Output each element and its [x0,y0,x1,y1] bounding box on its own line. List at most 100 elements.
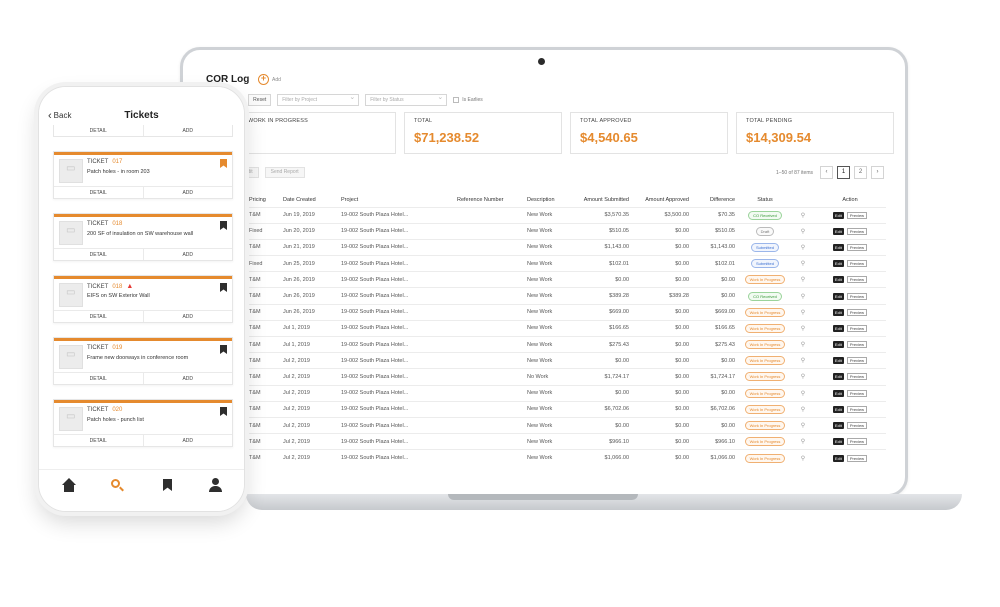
add-button[interactable]: ADD [142,311,233,322]
table-row[interactable]: T&M Jul 2, 2019 19-002 South Plaza Hotel..… [246,449,886,466]
row-preview-button[interactable]: Preview [846,373,868,381]
add-button[interactable]: ADD [142,249,233,260]
table-row[interactable]: T&M Jul 2, 2019 19-002 South Plaza Hotel..… [246,352,886,369]
bookmark-icon[interactable] [220,159,227,168]
row-edit-button[interactable]: Edit [832,438,844,446]
page-1-button[interactable]: 1 [837,166,850,179]
magnifier-icon[interactable]: ⚲ [800,277,806,284]
table-row[interactable]: T&M Jun 26, 2019 19-002 South Plaza Hotel.… [246,271,886,288]
magnifier-icon[interactable]: ⚲ [800,212,806,219]
magnifier-icon[interactable]: ⚲ [800,293,806,300]
user-icon[interactable] [208,478,224,494]
magnifier-icon[interactable]: ⚲ [800,342,806,349]
magnifier-icon[interactable]: ⚲ [800,244,806,251]
bookmark-icon[interactable] [220,283,227,292]
magnifier-icon[interactable]: ⚲ [800,455,806,462]
magnifier-icon[interactable]: ⚲ [800,325,806,332]
row-edit-button[interactable]: Edit [832,373,844,381]
row-preview-button[interactable]: Preview [846,454,868,462]
row-preview-button[interactable]: Preview [846,438,868,446]
magnifier-icon[interactable]: ⚲ [800,358,806,365]
row-edit-button[interactable]: Edit [832,341,844,349]
detail-button[interactable]: DETAIL [89,438,107,444]
add-button[interactable]: ADD [142,187,233,198]
back-button[interactable]: ‹ Back [48,110,71,121]
checkbox-box[interactable] [453,97,460,103]
add-cor-button[interactable]: + Add [258,74,281,85]
bookmark-icon[interactable] [220,221,227,230]
magnifier-icon[interactable]: ⚲ [800,390,806,397]
page-2-button[interactable]: 2 [854,166,867,179]
table-row[interactable]: T&M Jul 2, 2019 19-002 South Plaza Hotel..… [246,384,886,402]
row-edit-button[interactable]: Edit [832,324,844,332]
row-preview-button[interactable]: Preview [846,389,868,397]
detail-button[interactable]: DETAIL [89,252,107,258]
add-button[interactable]: ADD [142,125,233,136]
row-preview-button[interactable]: Preview [846,422,868,430]
row-edit-button[interactable]: Edit [832,243,844,251]
row-preview-button[interactable]: Preview [846,292,868,300]
row-edit-button[interactable]: Edit [832,292,844,300]
row-edit-button[interactable]: Edit [832,405,844,413]
search-icon[interactable] [110,478,126,494]
table-row[interactable]: T&M Jun 26, 2019 19-002 South Plaza Hotel.… [246,287,886,305]
row-edit-button[interactable]: Edit [832,422,844,430]
send-report-button[interactable]: Send Report [264,167,305,178]
row-edit-button[interactable]: Edit [832,211,844,219]
table-row[interactable]: T&M Jun 26, 2019 19-002 South Plaza Hotel.… [246,303,886,321]
row-preview-button[interactable]: Preview [846,227,868,235]
row-preview-button[interactable]: Preview [846,324,868,332]
magnifier-icon[interactable]: ⚲ [800,423,806,430]
detail-button[interactable]: DETAIL [89,314,107,320]
row-preview-button[interactable]: Preview [846,357,868,365]
row-preview-button[interactable]: Preview [846,341,868,349]
table-row[interactable]: T&M Jun 21, 2019 19-002 South Plaza Hotel.… [246,238,886,256]
row-edit-button[interactable]: Edit [832,260,844,268]
bookmark-icon[interactable] [220,407,227,416]
prev-page-button[interactable]: ‹ [820,166,833,179]
row-preview-button[interactable]: Preview [846,308,868,316]
table-row[interactable]: Fixed Jun 20, 2019 19-002 South Plaza Hote… [246,222,886,240]
status-filter-select[interactable]: Filter by Status [365,93,448,106]
magnifier-icon[interactable]: ⚲ [800,406,806,413]
row-edit-button[interactable]: Edit [832,308,844,316]
reset-filters-button[interactable]: Reset [248,94,272,106]
row-edit-button[interactable]: Edit [832,227,844,235]
table-row[interactable]: T&M Jul 2, 2019 19-002 South Plaza Hotel..… [246,368,886,386]
next-page-button[interactable]: › [871,166,884,179]
row-preview-button[interactable]: Preview [846,211,868,219]
row-preview-button[interactable]: Preview [846,243,868,251]
row-edit-button[interactable]: Edit [832,276,844,284]
table-row[interactable]: T&M Jul 2, 2019 19-002 South Plaza Hotel..… [246,416,886,434]
row-preview-button[interactable]: Preview [846,276,868,284]
add-button[interactable]: ADD [142,373,233,384]
magnifier-icon[interactable]: ⚲ [800,309,806,316]
project-filter-select[interactable]: Filter by Project [277,93,360,106]
magnifier-icon[interactable]: ⚲ [800,374,806,381]
table-row[interactable]: T&M Jun 19, 2019 19-002 South Plaza Hotel.… [246,206,886,224]
table-row[interactable]: Fixed Jun 25, 2019 19-002 South Plaza Hote… [246,255,886,272]
magnifier-icon[interactable]: ⚲ [800,228,806,235]
row-edit-button[interactable]: Edit [832,389,844,397]
table-row[interactable]: T&M Jul 1, 2019 19-002 South Plaza Hotel..… [246,319,886,337]
table-row[interactable]: T&M Jul 1, 2019 19-002 South Plaza Hotel..… [246,335,886,353]
earlies-checkbox[interactable]: Is Earlies [453,97,483,103]
row-preview-button[interactable]: Preview [846,405,868,413]
bookmark-icon[interactable] [160,478,176,494]
row-edit-button[interactable]: Edit [832,454,844,462]
home-icon[interactable] [61,478,77,494]
magnifier-icon[interactable]: ⚲ [800,261,806,268]
bookmark-icon[interactable] [220,345,227,354]
detail-button[interactable]: DETAIL [89,376,107,382]
row-edit-button[interactable]: Edit [832,357,844,365]
detail-button[interactable]: DETAIL [89,190,107,196]
add-button[interactable]: ADD [142,435,233,446]
row-preview-button[interactable]: Preview [846,260,868,268]
table-row[interactable]: T&M Jul 2, 2019 19-002 South Plaza Hotel..… [246,400,886,418]
magnifier-icon[interactable]: ⚲ [800,439,806,446]
